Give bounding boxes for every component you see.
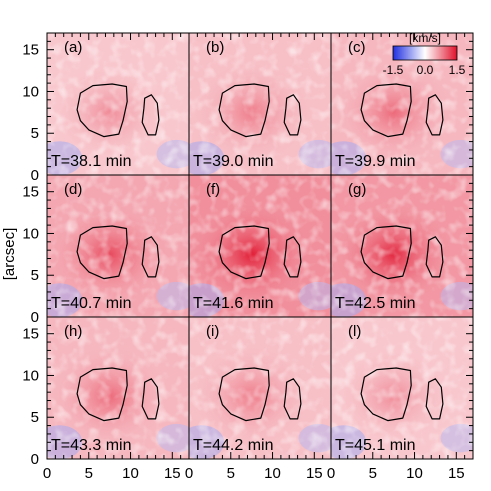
granulation-texture (189, 317, 331, 459)
contour-right-pore (141, 378, 160, 420)
panel-label: (l) (348, 323, 361, 340)
time-label: T=39.9 min (335, 153, 415, 170)
contour-right-pore (425, 94, 444, 136)
time-label: T=40.7 min (51, 295, 131, 312)
contour-left-pore (360, 367, 412, 422)
contour-left-pore (360, 83, 412, 138)
x-tick-label: 15 (306, 465, 323, 482)
granulation-texture (47, 317, 189, 459)
panel-label: (g) (348, 181, 366, 198)
panel-2 (189, 33, 331, 175)
contour-right-pore (425, 236, 444, 278)
y-tick-label: 5 (31, 267, 39, 284)
time-label: T=42.5 min (335, 295, 415, 312)
y-tick-label: 0 (31, 309, 39, 326)
colorbar-gradient (392, 45, 458, 61)
y-tick-label: 5 (31, 125, 39, 142)
panel-label: (b) (206, 39, 224, 56)
x-tick-label: 0 (185, 465, 193, 482)
y-tick-label: 5 (31, 409, 39, 426)
contour-right-pore (283, 236, 302, 278)
panel-9 (331, 317, 473, 459)
panel-5 (189, 175, 331, 317)
contour-right-pore (283, 378, 302, 420)
time-label: T=43.3 min (51, 437, 131, 454)
x-tick-label: 5 (227, 465, 235, 482)
x-tick-label: 15 (164, 465, 181, 482)
contour-right-pore (283, 94, 302, 136)
x-tick-label: 5 (369, 465, 377, 482)
granulation-texture (47, 175, 189, 317)
contour-left-pore (76, 225, 128, 280)
granulation-texture (189, 175, 331, 317)
x-tick-label: 15 (448, 465, 465, 482)
contour-right-pore (141, 94, 160, 136)
y-tick-label: 0 (31, 167, 39, 184)
panel-label: (d) (64, 181, 82, 198)
time-label: T=38.1 min (51, 153, 131, 170)
panel-7 (47, 317, 189, 459)
panel-grid: (a) T=38.1 min (b) T=39.0 min (c) T=39.9 min (… (46, 32, 474, 460)
panel-4 (47, 175, 189, 317)
contour-left-pore (360, 225, 412, 280)
granulation-texture (47, 33, 189, 175)
panel-label: (h) (64, 323, 82, 340)
panel-label: (a) (64, 39, 82, 56)
time-label: T=45.1 min (335, 437, 415, 454)
panel-6 (331, 175, 473, 317)
panel-label: (f) (206, 181, 220, 198)
contour-right-pore (141, 236, 160, 278)
time-label: T=39.0 min (193, 153, 273, 170)
time-label: T=44.2 min (193, 437, 273, 454)
y-tick-label: 0 (31, 451, 39, 468)
y-tick-label: 10 (22, 83, 39, 100)
x-tick-label: 0 (43, 465, 51, 482)
x-tick-label: 10 (264, 465, 281, 482)
contour-left-pore (218, 367, 270, 422)
panel-frame (330, 316, 474, 460)
y-axis-label: [arcsec] (1, 228, 18, 281)
time-label: T=41.6 min (193, 295, 273, 312)
x-tick-label: 5 (85, 465, 93, 482)
panel-1 (47, 33, 189, 175)
contour-left-pore (218, 225, 270, 280)
y-tick-label: 10 (22, 367, 39, 384)
contour-left-pore (218, 83, 270, 138)
colorbar-unit: [km/s] (409, 31, 441, 45)
panel-label: (c) (348, 39, 366, 56)
y-tick-label: 15 (22, 42, 39, 59)
colorbar-min-label: -1.5 (383, 63, 404, 77)
granulation-texture (189, 33, 331, 175)
panel-8 (189, 317, 331, 459)
y-tick-label: 15 (22, 326, 39, 343)
contour-left-pore (76, 83, 128, 138)
granulation-texture (331, 175, 473, 317)
x-tick-label: 0 (327, 465, 335, 482)
x-tick-label: 10 (406, 465, 423, 482)
y-tick-label: 10 (22, 225, 39, 242)
colorbar-max-label: 1.5 (449, 63, 466, 77)
granulation-texture (331, 317, 473, 459)
colorbar-mid-label: 0.0 (417, 63, 434, 77)
contour-left-pore (76, 367, 128, 422)
panel-label: (i) (206, 323, 219, 340)
y-tick-label: 15 (22, 184, 39, 201)
contour-right-pore (425, 378, 444, 420)
x-tick-label: 10 (122, 465, 139, 482)
colorbar: [km/s] -1.5 0.0 1.5 (383, 31, 466, 77)
